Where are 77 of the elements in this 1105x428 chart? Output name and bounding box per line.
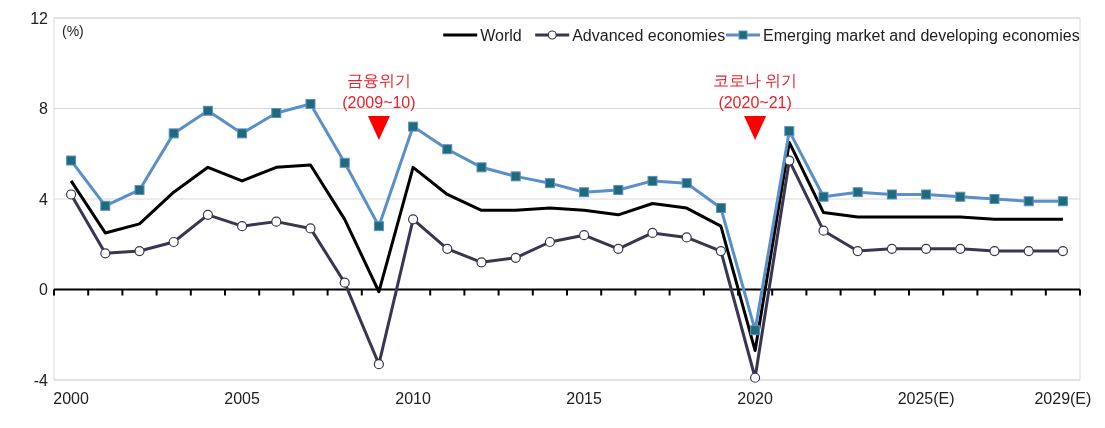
point	[134, 184, 145, 195]
point	[305, 223, 316, 234]
point	[373, 221, 384, 232]
point	[681, 232, 692, 243]
point	[818, 225, 829, 236]
point	[886, 243, 897, 254]
point	[408, 214, 419, 225]
point	[271, 108, 282, 119]
point	[476, 257, 487, 268]
point	[271, 216, 282, 227]
y-tick-label: 0	[39, 281, 49, 299]
point	[237, 128, 248, 139]
point	[66, 189, 77, 200]
point	[510, 171, 521, 182]
y-tick-label: -4	[33, 371, 49, 389]
point	[613, 243, 624, 254]
point	[818, 191, 829, 202]
point	[168, 128, 179, 139]
point	[339, 157, 350, 168]
point	[613, 184, 624, 195]
point	[852, 187, 863, 198]
point	[442, 144, 453, 155]
point	[1057, 196, 1068, 207]
annotation: 금융위기 (2009~10)	[342, 72, 416, 111]
legend-label: World	[480, 26, 522, 44]
point	[202, 209, 213, 220]
point	[544, 236, 555, 248]
annotation: 코로나 위기 (2020~21)	[712, 72, 798, 111]
point	[100, 200, 111, 211]
point	[886, 189, 897, 200]
point	[373, 359, 384, 370]
point	[579, 230, 590, 241]
point	[408, 121, 419, 132]
point	[852, 245, 863, 257]
point	[955, 243, 966, 254]
y-tick-label: 8	[39, 100, 49, 118]
point	[510, 252, 521, 263]
point	[100, 248, 111, 259]
point	[750, 325, 761, 336]
point	[134, 245, 145, 257]
point	[784, 126, 795, 137]
point	[66, 155, 77, 166]
point	[750, 372, 761, 383]
x-tick-label: 2029(E)	[1034, 390, 1092, 407]
y-tick-label: 4	[39, 190, 49, 208]
point	[579, 187, 590, 198]
point	[989, 245, 1000, 257]
point	[544, 178, 555, 189]
x-tick-label: 2000	[53, 390, 89, 407]
point	[202, 105, 213, 116]
x-tick-label: 2025(E)	[897, 390, 955, 407]
legend-label: Emerging market and developing economies	[763, 26, 1080, 44]
point	[921, 243, 932, 254]
point	[647, 227, 658, 239]
point	[442, 243, 453, 254]
point	[921, 189, 932, 200]
point	[681, 178, 692, 189]
x-tick-label: 2015	[566, 390, 602, 407]
x-tick-label: 2010	[395, 390, 431, 407]
point	[339, 277, 350, 288]
point	[1023, 196, 1034, 207]
point	[955, 191, 966, 202]
point	[237, 221, 248, 232]
x-tick-label: 2020	[737, 390, 773, 407]
y-axis-title: (%)	[62, 23, 84, 39]
point	[168, 236, 179, 248]
point	[989, 194, 1000, 204]
point	[715, 203, 726, 214]
legend-label: Advanced economies	[572, 26, 726, 44]
point	[715, 245, 726, 257]
point	[647, 175, 658, 186]
y-tick-label: 12	[30, 9, 49, 27]
point	[476, 162, 487, 173]
point	[305, 98, 316, 109]
point	[1023, 245, 1034, 257]
x-tick-label: 2005	[224, 390, 260, 407]
point	[1057, 245, 1068, 257]
